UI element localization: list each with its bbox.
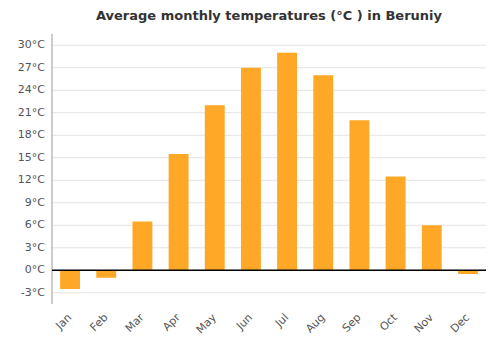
y-tick-label: 18°C [18, 128, 45, 141]
grid-line [52, 180, 486, 181]
x-tick-label: Jul [272, 311, 291, 330]
chart: Average monthly temperatures (°C ) in Be… [0, 0, 500, 350]
y-tick-label: 3°C [25, 241, 45, 254]
y-tick-label: 27°C [18, 61, 45, 74]
x-tick-label: Oct [377, 311, 400, 334]
x-tick-label: Aug [303, 311, 327, 335]
x-tick-label: Sep [340, 311, 364, 335]
grid-line [52, 112, 486, 113]
bar [205, 105, 225, 270]
x-tick-label: Nov [412, 311, 437, 336]
bar [313, 75, 333, 270]
x-tick-label: Feb [88, 311, 111, 334]
y-tick-label: 24°C [18, 83, 45, 96]
grid-line [52, 270, 486, 271]
grid-line [52, 45, 486, 46]
y-tick-label: 12°C [18, 173, 45, 186]
x-tick-label: Dec [448, 311, 472, 335]
bars [60, 53, 478, 289]
grid-line [52, 90, 486, 91]
bar [169, 154, 189, 270]
grid-line [52, 202, 486, 203]
y-tick-label: 0°C [25, 263, 45, 276]
grid-line [52, 247, 486, 248]
bar [386, 177, 406, 271]
x-tick-label: Jun [233, 311, 255, 333]
grid-line [52, 225, 486, 226]
x-tick-label: Jan [52, 311, 74, 333]
x-tick-label: May [194, 311, 220, 337]
grid-line [52, 135, 486, 136]
y-tick-label: 6°C [25, 218, 45, 231]
x-tick-label: Apr [160, 311, 183, 334]
y-tick-label: 21°C [18, 106, 45, 119]
grid-line [52, 157, 486, 158]
zero-line [52, 270, 486, 272]
title: Average monthly temperatures (°C ) in Be… [96, 8, 443, 23]
bar [277, 53, 297, 271]
y-tick-label: 15°C [18, 151, 45, 164]
bar [241, 68, 261, 271]
y-tick-label: 30°C [18, 38, 45, 51]
y-tick-label: 9°C [25, 196, 45, 209]
grid-line [52, 292, 486, 293]
y-axis: -3°C 0°C 3°C 6°C 9°C 12°C 15°C 18°C 21°C 24°C 27°C… [18, 34, 52, 304]
grid [52, 45, 486, 293]
x-tick-label: Mar [123, 311, 147, 335]
y-axis-line [52, 34, 53, 304]
bar [96, 270, 116, 278]
bar [132, 222, 152, 271]
bar [60, 270, 80, 289]
bar [422, 225, 442, 270]
bar [349, 120, 369, 270]
x-axis: Jan Feb Mar Apr May Jun Jul Aug Sep Oct Nov Dec [52, 311, 472, 337]
grid-line [52, 67, 486, 68]
y-tick-label: -3°C [21, 286, 45, 299]
